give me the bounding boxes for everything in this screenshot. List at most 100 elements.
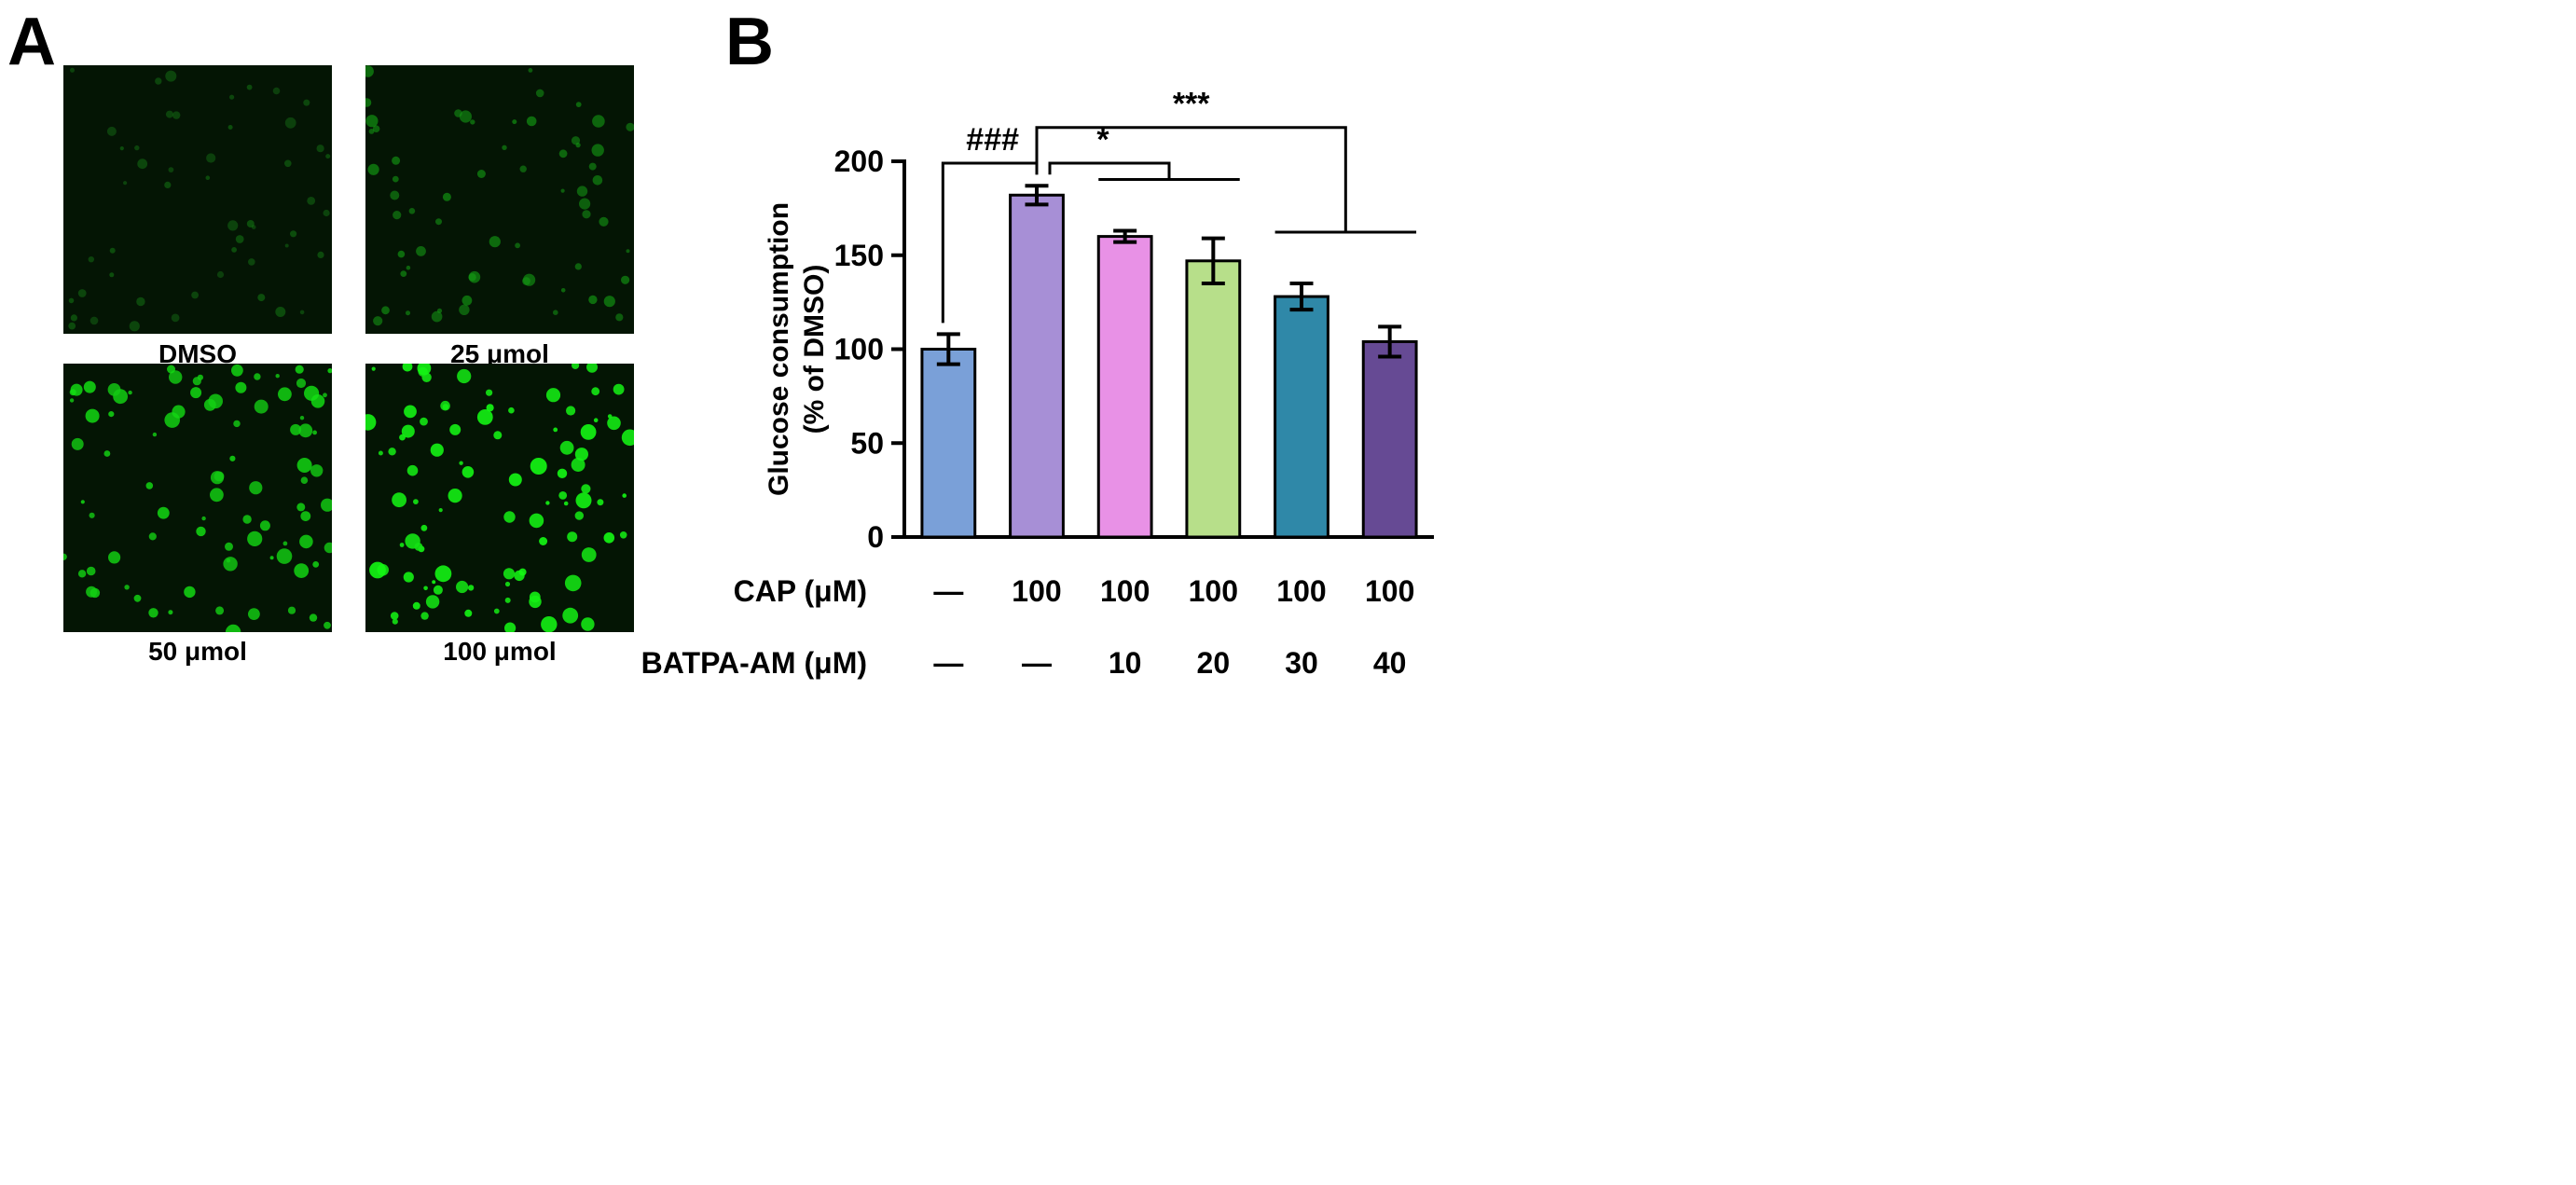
cell-spot [522, 277, 530, 285]
cell-spot [504, 581, 511, 587]
y-axis-label: Glucose consumption [764, 202, 794, 496]
cell-spot [574, 263, 582, 270]
cell-spot [246, 220, 255, 227]
cell-spot [184, 586, 196, 599]
cell-spot [109, 272, 115, 278]
cell-spot [581, 484, 591, 494]
cell-spot [404, 405, 417, 419]
significance-label: ### [966, 122, 1019, 158]
cell-spot [108, 551, 121, 564]
cell-spot [136, 296, 145, 307]
cell-spot [574, 448, 588, 462]
cell-spot [259, 520, 270, 531]
cell-spot [390, 190, 400, 200]
cell-spot [365, 65, 374, 77]
y-tick-label: 50 [850, 426, 884, 460]
cell-spot [215, 606, 225, 615]
cell-spot [298, 423, 313, 438]
cell-spot [70, 383, 83, 396]
row-value: 20 [1197, 646, 1231, 680]
row-value: 100 [1100, 574, 1150, 608]
bar-6 [1361, 339, 1418, 539]
cell-spot [560, 288, 566, 293]
micrograph-25 [365, 65, 634, 334]
cell-spot [626, 249, 630, 254]
row-value: 30 [1285, 646, 1318, 680]
cell-spot [287, 606, 296, 614]
cell-spot [435, 218, 442, 226]
cell-spot [214, 471, 225, 482]
cell-spot [196, 526, 206, 537]
cell-spot [229, 94, 235, 100]
cell-spot [192, 377, 201, 386]
cell-spot [152, 432, 158, 437]
cell-spot [225, 542, 233, 551]
panel-b-label: B [725, 5, 774, 79]
cell-spot [123, 181, 128, 186]
cell-spot [284, 159, 292, 168]
cell-spot [581, 547, 597, 562]
row-value: 10 [1109, 646, 1142, 680]
cell-spot [300, 476, 309, 484]
cell-spot [575, 143, 581, 148]
cell-spot [206, 153, 216, 163]
cell-spot [504, 597, 511, 603]
row-value: 100 [1276, 574, 1326, 608]
cell-spot [545, 501, 550, 505]
cell-spot [303, 99, 310, 106]
cell-spot [442, 192, 451, 201]
cell-spot [572, 364, 580, 369]
cell-spot [248, 258, 255, 266]
cell-spot [381, 306, 390, 315]
bar-4 [1185, 259, 1242, 539]
bar-1 [920, 348, 977, 539]
cell-spot [148, 532, 157, 541]
cell-spot [310, 394, 325, 408]
cell-spot [294, 563, 310, 578]
cell-spot [528, 68, 533, 73]
cell-spot [592, 175, 603, 186]
cell-spot [247, 530, 263, 546]
cell-spot [592, 115, 605, 128]
cell-spot [626, 122, 634, 131]
cell-spot [597, 499, 604, 506]
cell-spot [246, 84, 253, 90]
cell-spot [504, 622, 517, 632]
cell-spot [563, 501, 569, 506]
cell-spot [461, 466, 475, 478]
cell-spot [530, 458, 547, 475]
cell-spot [307, 197, 316, 205]
cell-spot [225, 624, 241, 632]
cell-spot [276, 548, 293, 564]
cell-spot [541, 616, 558, 632]
cell-spot [148, 608, 158, 618]
cell-spot [557, 468, 568, 478]
cell-spot [249, 481, 263, 495]
cell-spot [420, 612, 429, 620]
cell-spot [582, 210, 591, 219]
cell-spot [231, 364, 243, 377]
cell-spot [468, 270, 481, 283]
row-value: 100 [1012, 574, 1061, 608]
cell-spot [70, 314, 77, 322]
cell-spot [413, 499, 419, 504]
cell-spot [392, 156, 401, 165]
cell-spot [327, 368, 332, 374]
cell-spot [393, 211, 402, 220]
cell-spot [622, 493, 627, 498]
micrograph-50-caption: 50 μmol [148, 637, 247, 666]
cell-spot [581, 617, 595, 631]
cell-spot [564, 574, 582, 592]
cell-spot [323, 209, 330, 217]
cell-spot [535, 89, 544, 98]
row-value: — [933, 574, 963, 608]
cell-spot [299, 416, 305, 420]
y-axis-label-unit: (% of DMSO) [799, 265, 830, 434]
cell-spot [321, 498, 332, 512]
cell-spot [168, 167, 174, 172]
cell-spot [295, 365, 304, 374]
cell-spot [296, 458, 312, 473]
cell-spot [68, 297, 75, 304]
cell-spot [539, 537, 548, 545]
